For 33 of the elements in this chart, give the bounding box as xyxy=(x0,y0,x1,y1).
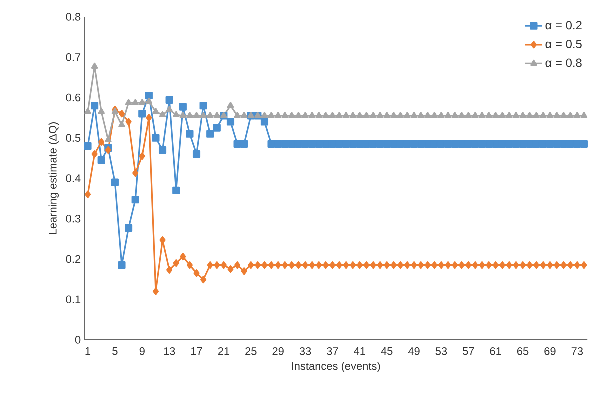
y-tick-label: 0.2 xyxy=(66,255,81,264)
x-tick-label: 41 xyxy=(354,348,366,356)
x-tick-label: 45 xyxy=(381,348,393,356)
x-tick-label: 69 xyxy=(544,348,556,356)
x-tick-label: 73 xyxy=(572,348,584,356)
y-tick-label: 0.1 xyxy=(66,296,81,304)
x-tick-label: 25 xyxy=(246,348,257,356)
x-tick-label: 53 xyxy=(436,348,448,356)
y-tick-label: 0 xyxy=(75,336,81,344)
x-tick-label: 61 xyxy=(490,348,502,356)
x-axis-title: Instances (events) xyxy=(292,362,380,372)
y-tick-label: 0.8 xyxy=(66,13,81,21)
x-tick-label: 49 xyxy=(408,348,420,356)
y-tick-label: 0.3 xyxy=(66,215,81,223)
y-axis-title: Learning estimate (ΔQ) xyxy=(48,122,59,234)
x-tick-label: 1 xyxy=(86,348,91,356)
legend-label: α = 0.2 xyxy=(546,21,582,30)
y-tick-label: 0.5 xyxy=(66,134,81,142)
x-tick-label: 37 xyxy=(327,348,338,356)
x-tick-label: 65 xyxy=(517,348,529,356)
x-tick-label: 33 xyxy=(300,348,312,356)
x-tick-label: 57 xyxy=(462,348,474,356)
x-tick-label: 17 xyxy=(191,348,202,356)
x-tick-label: 9 xyxy=(140,348,145,356)
y-tick-label: 0.4 xyxy=(66,174,81,182)
legend-label: α = 0.8 xyxy=(546,58,582,68)
x-tick-label: 13 xyxy=(164,348,176,356)
x-tick-label: 29 xyxy=(272,348,284,356)
y-tick-label: 0.7 xyxy=(66,54,81,62)
y-tick-label: 0.6 xyxy=(66,94,81,102)
legend-label: α = 0.5 xyxy=(546,40,582,48)
x-tick-label: 21 xyxy=(218,348,230,356)
x-tick-label: 5 xyxy=(112,348,118,356)
